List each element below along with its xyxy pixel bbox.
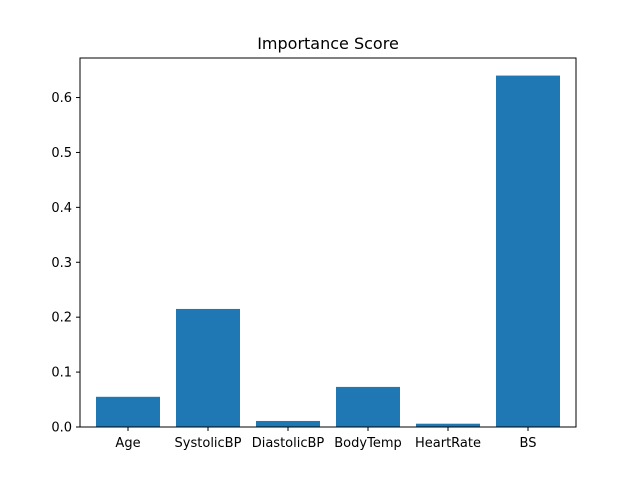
- y-tick-label: 0.0: [51, 421, 72, 436]
- bar-heartrate: [416, 423, 480, 427]
- y-tick-label: 0.1: [51, 366, 72, 381]
- y-tick-label: 0.6: [51, 91, 72, 106]
- axes: Age SystolicBP DiastolicBP BodyTemp HeartRat…: [51, 57, 577, 451]
- bar-systolicbp: [176, 308, 240, 427]
- x-tick-label-bs: BS: [520, 436, 537, 451]
- y-tick-label: 0.4: [51, 201, 72, 216]
- x-tick-label-bodytemp: BodyTemp: [334, 436, 401, 451]
- plot-frame: [79, 57, 577, 428]
- x-tick-label-age: Age: [115, 436, 140, 451]
- bar-age: [96, 396, 160, 427]
- bar-diastolicbp: [256, 420, 320, 427]
- x-tick-label-systolicbp: SystolicBP: [175, 436, 242, 451]
- bar-bs: [496, 75, 560, 428]
- x-tick-label-heartrate: HeartRate: [415, 436, 481, 451]
- y-tick-label: 0.2: [51, 311, 72, 326]
- bar-bodytemp: [336, 386, 400, 427]
- x-tick-label-diastolicbp: DiastolicBP: [252, 436, 325, 451]
- bars: [96, 75, 560, 428]
- y-tick-label: 0.5: [51, 146, 72, 161]
- chart-title: Importance Score: [257, 34, 399, 53]
- y-tick-label: 0.3: [51, 256, 72, 271]
